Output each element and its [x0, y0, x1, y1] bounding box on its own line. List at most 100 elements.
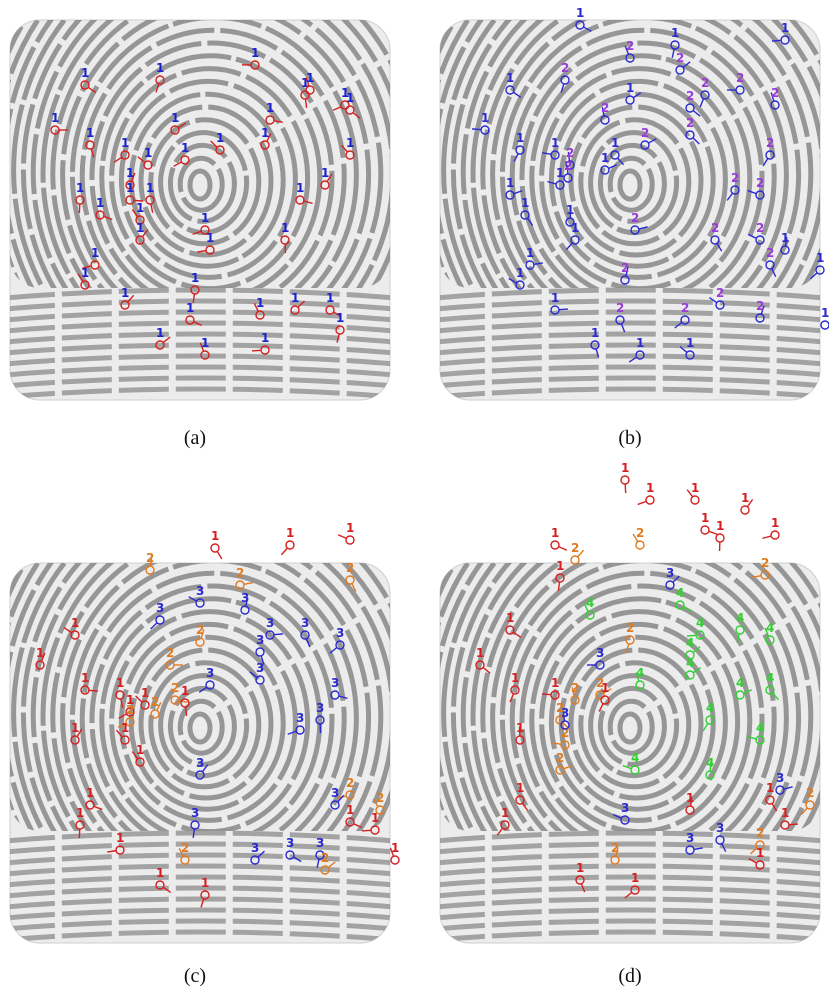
minutia-circle	[636, 541, 644, 549]
minutia-label: 1	[686, 336, 694, 350]
minutia-label: 2	[564, 159, 572, 173]
minutia-label: 3	[256, 661, 264, 675]
minutia-circle	[621, 476, 629, 484]
minutia-label: 4	[766, 621, 774, 635]
minutia-label: 1	[126, 166, 134, 180]
minutia-circle	[821, 321, 829, 329]
minutia-label: 2	[561, 61, 569, 75]
minutia-label: 1	[571, 221, 579, 235]
minutia-label: 4	[686, 636, 694, 650]
minutia-label: 1	[156, 61, 164, 75]
minutia-label: 1	[336, 311, 344, 325]
minutia-label: 1	[621, 461, 629, 475]
fingerprint-image	[0, 0, 466, 434]
minutia-label: 3	[241, 591, 249, 605]
minutia-label: 3	[256, 633, 264, 647]
minutia-circle	[346, 536, 354, 544]
caption: (b)	[618, 427, 641, 449]
minutia-circle	[286, 541, 294, 549]
minutia-label: 1	[326, 291, 334, 305]
minutia-label: 4	[706, 701, 714, 715]
minutia-circle	[211, 544, 219, 552]
minutia-label: 2	[151, 695, 159, 709]
minutia-label: 3	[191, 806, 199, 820]
minutia-label: 1	[551, 526, 559, 540]
minutia-label: 4	[676, 586, 684, 600]
minutia-label: 1	[626, 81, 634, 95]
minutia-label: 1	[781, 21, 789, 35]
minutia-label: 2	[766, 136, 774, 150]
minutia-label: 1	[306, 71, 314, 85]
minutia-direction	[338, 535, 346, 539]
minutia-direction	[274, 634, 283, 635]
minutia-label: 2	[806, 786, 814, 800]
minutia-label: 2	[171, 681, 179, 695]
minutia-label: 2	[236, 566, 244, 580]
minutia-label: 1	[266, 101, 274, 115]
minutia-label: 1	[686, 791, 694, 805]
minutia-label: 2	[621, 261, 629, 275]
minutia-label: 2	[676, 51, 684, 65]
minutia-label: 1	[551, 136, 559, 150]
minutia-label: 2	[641, 126, 649, 140]
minutia-label: 3	[716, 821, 724, 835]
minutia-label: 2	[566, 146, 574, 160]
minutia-circle	[691, 496, 699, 504]
minutia-label: 2	[571, 681, 579, 695]
minutia-label: 1	[521, 196, 529, 210]
minutia-label: 1	[136, 743, 144, 757]
minutia-label: 2	[571, 541, 579, 555]
minutia-label: 1	[81, 266, 89, 280]
minutia-circle	[646, 496, 654, 504]
minutia-label: 1	[51, 111, 59, 125]
minutia-label: 1	[631, 871, 639, 885]
minutia-label: 1	[771, 516, 779, 530]
minutia-label: 1	[781, 806, 789, 820]
minutia-label: 1	[481, 111, 489, 125]
minutia-label: 4	[636, 666, 644, 680]
minutia-label: 4	[736, 676, 744, 690]
minutia-label: 2	[626, 621, 634, 635]
minutia-direction	[217, 551, 222, 559]
minutia-label: 1	[346, 136, 354, 150]
minutia-label: 3	[331, 786, 339, 800]
minutia-label: 1	[281, 221, 289, 235]
minutia-label: 1	[76, 181, 84, 195]
minutia-label: 4	[586, 596, 594, 610]
minutia-label: 2	[126, 703, 134, 717]
minutia-label: 4	[706, 756, 714, 770]
minutia-label: 1	[81, 66, 89, 80]
minutia-label: 3	[156, 601, 164, 615]
caption: (c)	[184, 965, 206, 987]
minutia-label: 1	[601, 681, 609, 695]
minutia-label: 3	[196, 584, 204, 598]
minutia-label: 2	[196, 623, 204, 637]
minutia-label: 4	[756, 721, 764, 735]
minutia-label: 1	[201, 876, 209, 890]
minutia-label: 3	[251, 841, 259, 855]
fingerprint-image	[414, 445, 829, 977]
minutia-label: 3	[596, 646, 604, 660]
minutia-label: 2	[756, 299, 764, 313]
minutia-label: 2	[636, 526, 644, 540]
minutia-label: 1	[121, 721, 129, 735]
minutia-label: 1	[71, 616, 79, 630]
minutia-label: 2	[731, 171, 739, 185]
minutia-label: 2	[756, 176, 764, 190]
minutia-label: 4	[766, 671, 774, 685]
minutia-label: 1	[601, 151, 609, 165]
minutia-label: 2	[681, 301, 689, 315]
minutia-label: 1	[506, 176, 514, 190]
fingerprint-image	[414, 0, 829, 434]
minutia-label: 1	[766, 781, 774, 795]
minutia-label: 2	[711, 221, 719, 235]
minutia-label: 1	[141, 686, 149, 700]
minutia-label: 1	[346, 803, 354, 817]
minutia-label: 2	[756, 221, 764, 235]
minutia-label: 1	[96, 196, 104, 210]
minutia-label: 2	[686, 116, 694, 130]
caption: (d)	[618, 965, 641, 987]
minutia-label: 2	[376, 791, 384, 805]
minutia-label: 1	[121, 286, 129, 300]
minutia-label: 4	[631, 751, 639, 765]
